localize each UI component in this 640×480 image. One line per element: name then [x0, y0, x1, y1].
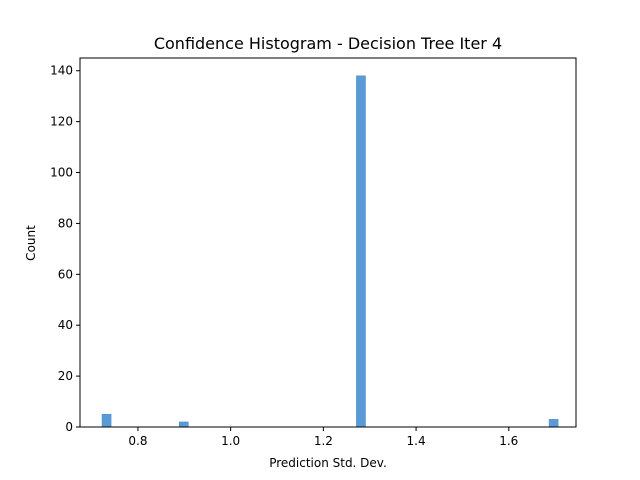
x-tick-label: 1.4	[407, 434, 426, 448]
y-tick-label: 20	[58, 369, 73, 383]
y-tick-label: 0	[65, 420, 73, 434]
y-tick-label: 100	[50, 166, 73, 180]
x-tick-label: 0.8	[128, 434, 147, 448]
y-tick-label: 80	[58, 216, 73, 230]
y-tick-label: 60	[58, 267, 73, 281]
histogram-bar	[101, 414, 112, 428]
histogram-bar	[356, 75, 366, 428]
y-tick-label: 120	[50, 115, 73, 129]
histogram-bar	[548, 419, 559, 428]
y-tick-label: 140	[50, 64, 73, 78]
x-axis-label: Prediction Std. Dev.	[269, 456, 387, 470]
y-axis: 0 20 40 60 80 100 120 140	[50, 64, 80, 434]
plot-frame	[79, 57, 577, 428]
x-tick-label: 1.6	[499, 434, 518, 448]
x-tick-label: 1.0	[221, 434, 240, 448]
y-tick-label: 40	[58, 318, 73, 332]
x-axis: 0.8 1.0 1.2 1.4 1.6	[128, 427, 518, 448]
x-tick-label: 1.2	[314, 434, 333, 448]
bars-group	[101, 75, 559, 428]
y-axis-label: Count	[24, 225, 38, 261]
chart-title: Confidence Histogram - Decision Tree Ite…	[154, 34, 502, 53]
histogram-bar	[178, 421, 189, 428]
